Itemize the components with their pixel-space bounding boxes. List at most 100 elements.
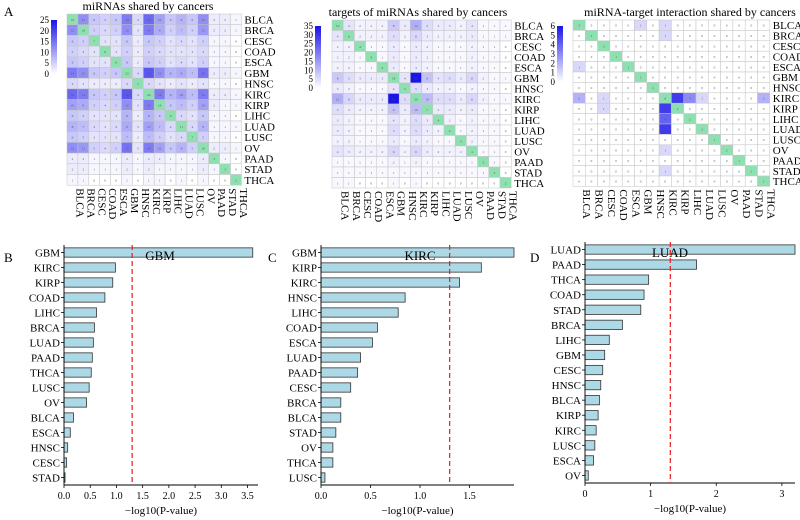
cell-value-label: 0	[640, 180, 642, 184]
cell-value-label: 0	[763, 76, 765, 80]
cell-value-label: 2	[359, 24, 361, 28]
cell-value-label: 35	[414, 76, 418, 80]
cell-value-label: 0	[701, 117, 703, 121]
cell-value-label: 0	[482, 181, 484, 185]
cell-value-label: 0	[763, 45, 765, 49]
cell-value-label: 0	[603, 128, 605, 132]
cell-value-label: 0	[738, 86, 740, 90]
cell-value-label: 5	[82, 114, 84, 118]
column-label: PAAD	[740, 189, 752, 218]
colorbar-tick: 10	[40, 47, 50, 57]
cell-value-label: 4	[664, 117, 666, 121]
cell-value-label: 0	[726, 86, 728, 90]
bar-category-label: KIRC	[34, 263, 60, 275]
cell-value-label: 3	[460, 139, 462, 143]
cell-value-label: 5	[664, 107, 666, 111]
cell-value-label: 1	[627, 65, 629, 69]
bar-category-label: STAD	[32, 473, 60, 485]
cell-value-label: 0	[738, 138, 740, 142]
bar-category-label: GBM	[292, 248, 317, 260]
bar-category-label: ESCA	[32, 428, 60, 440]
cell-value-label: 3	[382, 76, 384, 80]
cell-value-label: 0	[591, 117, 593, 121]
cell-value-label: 2	[415, 160, 417, 164]
cell-value-label: 0	[578, 117, 580, 121]
x-tick-label: 3.5	[241, 491, 254, 502]
cell-value-label: 3	[170, 136, 172, 140]
bar-category-label: KIRP	[35, 278, 60, 290]
cell-value-label: 0	[578, 45, 580, 49]
cell-value-label: 5	[126, 50, 128, 54]
cell-value-label: 1	[763, 180, 765, 184]
cell-value-label: 1	[213, 125, 215, 129]
cell-value-label: 1	[337, 171, 339, 175]
cell-value-label: 0	[235, 39, 237, 43]
cell-value-label: 3	[115, 114, 117, 118]
cell-value-label: 0	[701, 24, 703, 28]
cell-value-label: 2	[115, 82, 117, 86]
cell-value-label: 2	[348, 55, 350, 59]
cell-value-label: 1	[460, 45, 462, 49]
cell-value-label: 0	[689, 128, 691, 132]
colorbar-tick: 5	[551, 30, 556, 40]
cell-value-label: 0	[677, 86, 679, 90]
cell-value-label: 3	[202, 82, 204, 86]
bar-category-label: LUSC	[32, 383, 60, 395]
colorbar-tick: 30	[304, 30, 314, 40]
colorbar-tick: 6	[551, 21, 556, 31]
cell-value-label: 1	[370, 118, 372, 122]
cell-value-label: 3	[370, 97, 372, 101]
colorbar-tick: 3	[551, 49, 556, 59]
cell-value-label: 1	[505, 76, 507, 80]
cell-value-label: 2	[224, 29, 226, 33]
cell-value-label: 5	[664, 128, 666, 132]
heatmap-cell	[230, 174, 242, 186]
cell-value-label: 8	[393, 24, 395, 28]
column-label: THCA	[237, 188, 249, 218]
row-label: BLCA	[244, 14, 273, 26]
cell-value-label: 0	[627, 117, 629, 121]
row-label: GBM	[244, 68, 269, 80]
row-label: CESC	[514, 41, 542, 53]
cell-value-label: 1	[235, 125, 237, 129]
cell-value-label: 2	[404, 118, 406, 122]
row-label: BRCA	[514, 31, 544, 43]
row-label: LUSC	[773, 135, 800, 147]
bar	[63, 352, 93, 363]
cell-value-label: 0	[701, 159, 703, 163]
cell-value-label: 0	[677, 117, 679, 121]
cell-value-label: 3	[426, 34, 428, 38]
colorbar-tick: 25	[40, 15, 50, 25]
column-label: BRCA	[350, 191, 362, 221]
cell-value-label: 1	[482, 171, 484, 175]
cell-value-label: 3	[82, 82, 84, 86]
cell-value-label: 2	[202, 168, 204, 172]
cell-value-label: 1	[202, 178, 204, 182]
cell-value-label: 1	[449, 55, 451, 59]
cell-value-label: 2	[370, 150, 372, 154]
cell-value-label: 4	[181, 61, 183, 65]
cell-value-label: 3	[426, 118, 428, 122]
column-label: GBM	[642, 189, 654, 214]
cell-value-label: 5	[415, 129, 417, 133]
cell-value-label: 3	[348, 108, 350, 112]
cell-value-label: 1	[578, 65, 580, 69]
cell-value-label: 0	[750, 65, 752, 69]
cell-value-label: 1	[115, 157, 117, 161]
cell-value-label: 0	[591, 86, 593, 90]
bar	[320, 322, 378, 333]
cell-value-label: 0	[627, 159, 629, 163]
cell-value-label: 0	[591, 55, 593, 59]
cell-value-label: 2	[438, 87, 440, 91]
cell-value-label: 0	[578, 76, 580, 80]
cell-value-label: 3	[104, 39, 106, 43]
cell-value-label: 2	[82, 168, 84, 172]
cell-value-label: 1	[603, 97, 605, 101]
column-label: HNSC	[654, 189, 666, 218]
cell-value-label: 0	[191, 178, 193, 182]
cell-value-label: 0	[763, 86, 765, 90]
cell-value-label: 2	[337, 66, 339, 70]
cell-value-label: 10	[202, 103, 206, 107]
cell-value-label: 0	[104, 178, 106, 182]
cell-value-label: 2	[348, 129, 350, 133]
